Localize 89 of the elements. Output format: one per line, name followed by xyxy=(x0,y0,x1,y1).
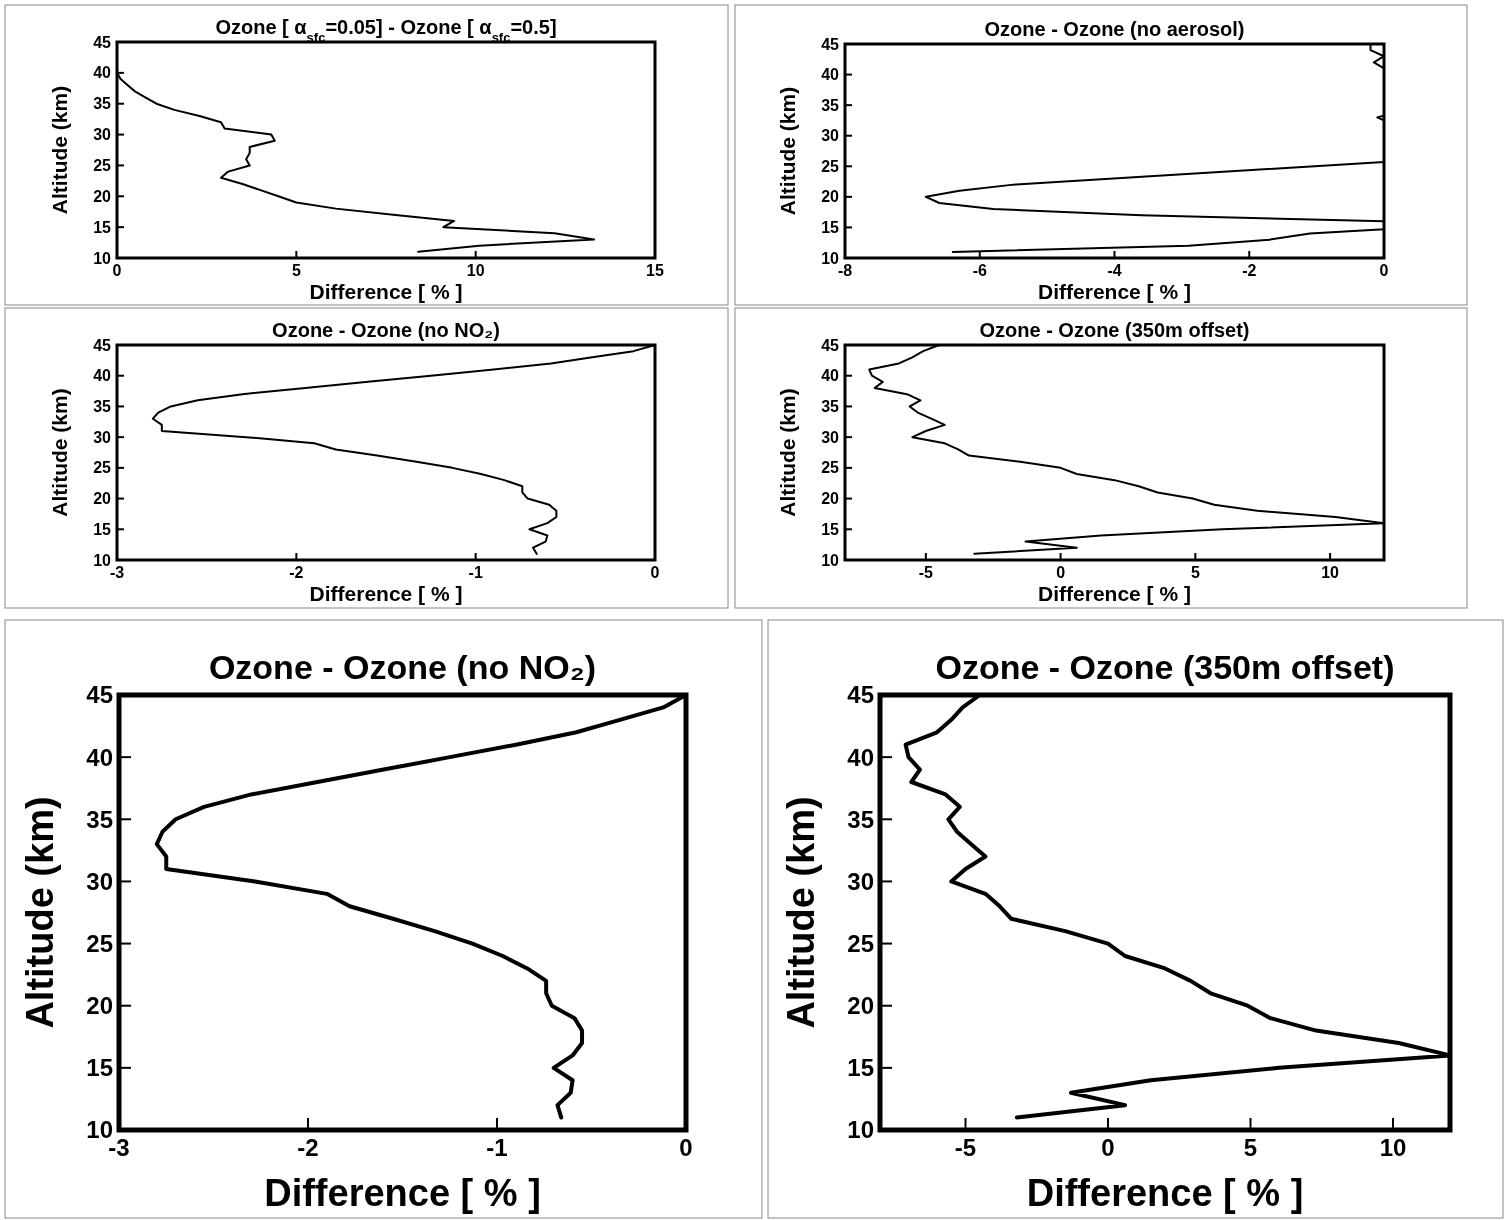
x-tick-label: 15 xyxy=(646,262,664,279)
y-tick-label: 30 xyxy=(93,126,112,144)
y-tick-label: 20 xyxy=(86,992,113,1020)
y-tick-label: 30 xyxy=(821,428,840,446)
y-tick-label: 25 xyxy=(93,157,112,175)
y-tick-label: 25 xyxy=(86,929,113,957)
y-tick-label: 35 xyxy=(821,96,840,114)
y-tick-label: 20 xyxy=(93,490,112,508)
y-tick-label: 45 xyxy=(821,35,840,53)
y-tick-label: 20 xyxy=(93,187,112,205)
y-tick-label: 45 xyxy=(821,336,840,354)
y-tick-label: 40 xyxy=(821,66,840,84)
y-tick-label: 40 xyxy=(821,367,840,385)
y-tick-label: 15 xyxy=(847,1054,874,1082)
x-tick-label: 0 xyxy=(112,262,122,279)
y-tick-label: 45 xyxy=(93,33,112,51)
x-tick-label: 5 xyxy=(1190,564,1200,581)
y-tick-label: 30 xyxy=(847,867,874,895)
x-tick-label: -6 xyxy=(972,262,987,279)
y-tick-label: 35 xyxy=(93,95,112,113)
y-tick-label: 15 xyxy=(93,218,112,236)
x-tick-label: 10 xyxy=(1321,564,1340,581)
x-tick-label: 10 xyxy=(466,262,485,279)
y-tick-label: 10 xyxy=(821,551,840,569)
y-tick-label: 15 xyxy=(93,520,112,538)
x-tick-label: -3 xyxy=(109,564,125,581)
x-axis-title: Difference [ % ] xyxy=(1038,582,1191,605)
x-tick-label: -4 xyxy=(1107,262,1122,279)
y-tick-label: 40 xyxy=(847,743,874,771)
y-tick-label: 10 xyxy=(847,1116,874,1144)
x-axis-title: Difference [ % ] xyxy=(1038,280,1191,303)
y-tick-label: 30 xyxy=(86,867,113,895)
y-tick-label: 10 xyxy=(821,249,840,267)
y-tick-label: 20 xyxy=(847,992,874,1020)
y-tick-label: 30 xyxy=(93,428,112,446)
y-tick-label: 15 xyxy=(821,219,840,237)
y-tick-label: 10 xyxy=(93,551,112,569)
x-tick-label: -2 xyxy=(289,564,304,581)
x-tick-label: 0 xyxy=(1056,564,1066,581)
y-tick-label: 45 xyxy=(93,336,112,354)
x-tick-label: -5 xyxy=(918,564,934,581)
y-tick-label: 40 xyxy=(93,367,112,385)
y-tick-label: 10 xyxy=(86,1116,113,1144)
y-tick-label: 20 xyxy=(821,490,840,508)
chart-title: Ozone - Ozone (no aerosol) xyxy=(984,18,1245,40)
y-tick-label: 25 xyxy=(821,459,840,477)
x-tick-label: 0 xyxy=(1379,262,1389,279)
x-tick-label: -1 xyxy=(468,564,483,581)
y-tick-label: 45 xyxy=(86,681,113,709)
y-tick-label: 20 xyxy=(821,188,840,206)
x-tick-label: 10 xyxy=(1379,1134,1407,1161)
y-tick-label: 30 xyxy=(821,127,840,145)
chart-title: Ozone - Ozone (350m offset) xyxy=(979,319,1250,341)
y-tick-label: 45 xyxy=(847,681,874,709)
x-tick-label: -8 xyxy=(837,262,853,279)
x-tick-label: 5 xyxy=(291,262,301,279)
y-axis-title: Altitude (km) xyxy=(48,85,71,215)
y-axis-title: Altitude (km) xyxy=(19,796,61,1029)
x-axis-title: Difference [ % ] xyxy=(309,280,463,303)
y-tick-label: 25 xyxy=(821,157,840,175)
x-tick-label: -1 xyxy=(486,1134,508,1161)
y-tick-label: 35 xyxy=(847,805,874,833)
x-tick-label: 0 xyxy=(1101,1134,1115,1161)
y-axis-title: Altitude (km) xyxy=(776,86,799,216)
x-tick-label: -2 xyxy=(1242,262,1257,279)
x-tick-label: 5 xyxy=(1243,1134,1258,1161)
y-tick-label: 40 xyxy=(86,743,113,771)
x-axis-title: Difference [ % ] xyxy=(1026,1172,1304,1214)
y-tick-label: 10 xyxy=(93,249,112,267)
y-tick-label: 25 xyxy=(93,459,112,477)
y-tick-label: 15 xyxy=(821,520,840,538)
y-tick-label: 35 xyxy=(86,805,113,833)
x-axis-title: Difference [ % ] xyxy=(264,1172,541,1214)
x-tick-label: -5 xyxy=(954,1134,977,1161)
chart-title: Ozone - Ozone (no NO₂) xyxy=(208,648,597,686)
y-axis-title: Altitude (km) xyxy=(776,388,799,517)
x-axis-title: Difference [ % ] xyxy=(309,582,463,605)
chart-title: Ozone - Ozone (350m offset) xyxy=(935,648,1395,686)
x-tick-label: 0 xyxy=(679,1134,693,1161)
chart-title: Ozone - Ozone (no NO₂) xyxy=(272,319,500,341)
y-tick-label: 40 xyxy=(93,64,112,82)
y-axis-title: Altitude (km) xyxy=(780,796,822,1029)
y-tick-label: 35 xyxy=(821,398,840,416)
x-tick-label: -2 xyxy=(297,1134,319,1161)
y-axis-title: Altitude (km) xyxy=(48,388,71,517)
y-tick-label: 35 xyxy=(93,398,112,416)
x-tick-label: 0 xyxy=(650,564,660,581)
y-tick-label: 15 xyxy=(86,1054,113,1082)
y-tick-label: 25 xyxy=(847,929,874,957)
